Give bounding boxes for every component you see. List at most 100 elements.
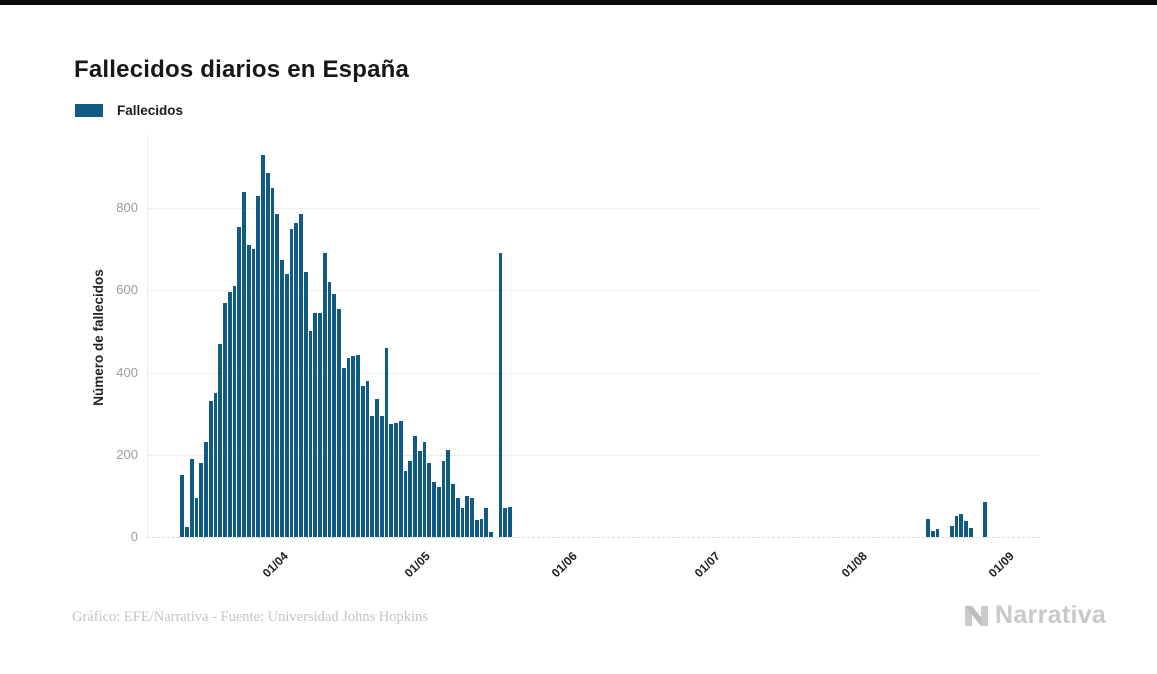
bar: [275, 214, 280, 537]
bar: [470, 497, 474, 537]
narrativa-logo-icon: [965, 605, 988, 626]
x-tick-label: 01/07: [691, 549, 723, 581]
bar: [474, 519, 479, 537]
bar: [327, 282, 332, 537]
bar: [422, 442, 427, 537]
bar: [332, 294, 337, 537]
bar: [346, 358, 351, 537]
bar: [322, 253, 327, 537]
bar: [180, 475, 185, 537]
bar: [484, 508, 489, 537]
bar: [194, 497, 199, 537]
legend: Fallecidos: [75, 103, 183, 118]
x-tick-label: 01/04: [259, 549, 291, 581]
bar: [227, 292, 232, 537]
bar: [294, 222, 299, 537]
bar: [432, 481, 436, 537]
bar: [199, 463, 204, 537]
x-tick-label: 01/09: [986, 549, 1018, 581]
bar: [375, 399, 379, 537]
bar: [365, 380, 370, 537]
legend-swatch: [75, 104, 103, 117]
gridline: [147, 208, 1040, 210]
bar: [218, 343, 223, 537]
bar: [408, 460, 413, 537]
bar: [360, 386, 365, 537]
y-tick-label: 800: [116, 200, 138, 216]
bar: [460, 508, 465, 537]
bar: [436, 486, 441, 537]
bar: [427, 463, 432, 537]
bar: [303, 271, 308, 537]
x-tick-labels: 01/04 01/05 01/06 01/07 01/08 01/09: [147, 537, 1040, 597]
bar: [318, 312, 322, 537]
bar: [954, 516, 959, 537]
bar: [204, 442, 208, 537]
bar: [455, 497, 460, 537]
x-tick-label: 01/08: [838, 549, 871, 581]
bar: [251, 249, 256, 537]
legend-label: Fallecidos: [117, 103, 184, 118]
bar: [308, 331, 313, 537]
bar: [299, 214, 303, 537]
bar: [313, 312, 318, 537]
bar: [261, 154, 265, 537]
bar: [384, 347, 389, 537]
plot-area: [147, 137, 1040, 538]
bar: [503, 508, 508, 537]
bar: [935, 528, 940, 537]
bar: [280, 259, 284, 537]
bar: [246, 245, 251, 537]
bar: [413, 436, 417, 537]
bar: [959, 513, 964, 537]
bar: [356, 355, 360, 537]
source-credit: Gráfico: EFE/Narrativa - Fuente: Univers…: [72, 609, 428, 625]
bar: [479, 518, 484, 537]
bar: [441, 460, 446, 537]
narrativa-logo: Narrativa: [963, 601, 1106, 630]
bar: [926, 518, 930, 537]
bar: [465, 495, 470, 537]
gridline: [147, 454, 1040, 456]
bar: [964, 521, 968, 537]
bar: [208, 401, 213, 537]
y-tick-labels: 0 200 400 600 800: [70, 0, 138, 674]
bar: [398, 421, 403, 537]
bar: [949, 525, 954, 537]
bar: [983, 502, 987, 537]
gridline: [147, 372, 1040, 374]
bar: [232, 286, 237, 537]
x-tick-label: 01/05: [401, 549, 434, 581]
y-tick-label: 200: [116, 446, 138, 462]
bar: [337, 308, 341, 537]
bar: [351, 356, 356, 537]
bar: [968, 527, 973, 537]
bar: [417, 450, 422, 537]
bar: [394, 422, 398, 537]
bar: [256, 195, 261, 537]
bar: [341, 368, 346, 537]
bar: [189, 458, 194, 537]
bar: [284, 273, 289, 537]
bar: [498, 253, 503, 537]
gridline: [147, 290, 1040, 292]
bar: [379, 415, 384, 537]
bar: [242, 191, 246, 537]
bar: [370, 415, 375, 537]
bar: [289, 228, 294, 537]
bar: [185, 526, 189, 537]
bar: [930, 530, 935, 537]
bar: [403, 471, 408, 537]
bar: [489, 532, 493, 537]
narrativa-logo-text: Narrativa: [995, 601, 1107, 629]
x-tick-label: 01/06: [549, 549, 581, 581]
bar: [237, 226, 242, 537]
bar: [451, 483, 455, 537]
bar: [389, 423, 394, 537]
bar: [508, 507, 512, 537]
bar: [213, 393, 218, 537]
bar: [270, 187, 275, 537]
bar: [265, 173, 270, 537]
top-strip: [0, 0, 1157, 5]
